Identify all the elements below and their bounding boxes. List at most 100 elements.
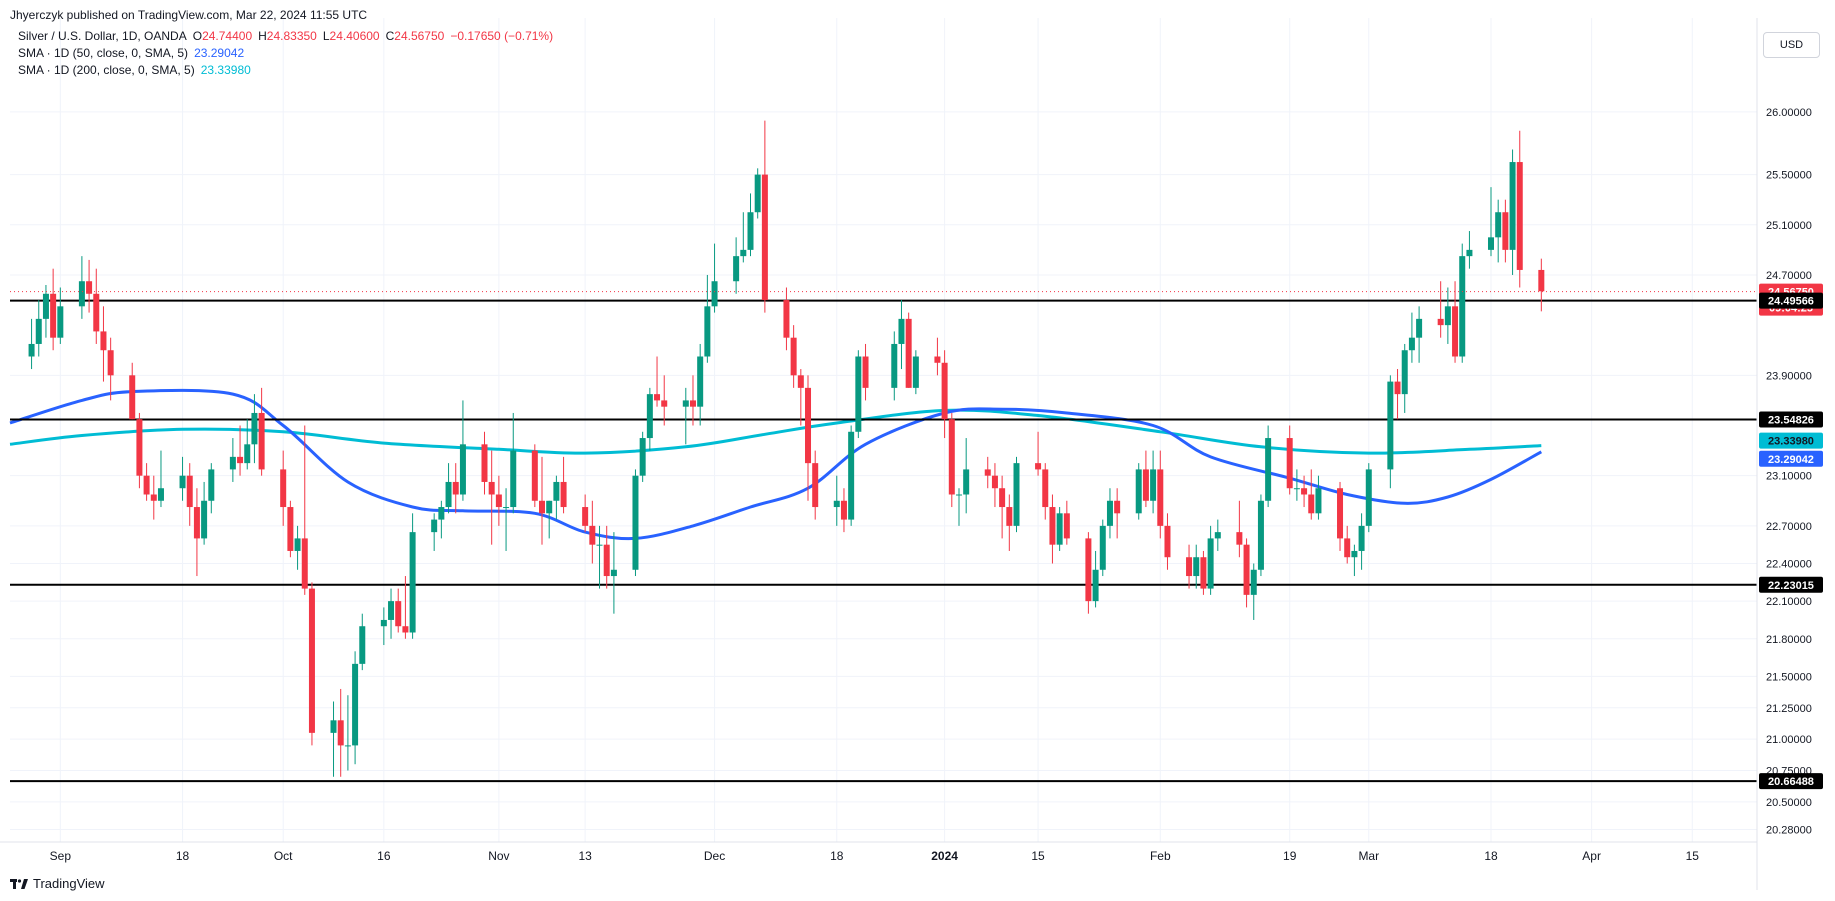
candle-body <box>948 419 955 495</box>
time-tick-label: 15 <box>1031 849 1045 863</box>
candle <box>639 431 646 482</box>
tradingview-logo[interactable]: TradingView <box>10 876 105 891</box>
candle <box>495 475 502 526</box>
candle <box>258 387 265 476</box>
candle <box>1286 425 1293 495</box>
candle <box>891 331 898 401</box>
candle <box>1257 494 1264 577</box>
candle-body <box>495 494 502 508</box>
candle-body <box>301 538 308 589</box>
candle-body <box>1459 256 1466 357</box>
candle-body <box>1063 513 1070 539</box>
price-tick-label: 21.00000 <box>1766 734 1812 746</box>
ma50-tag-bg <box>1759 450 1823 467</box>
candle <box>632 469 639 577</box>
candle <box>1538 258 1545 312</box>
candle <box>805 375 812 501</box>
level-tag: 24.49566 <box>1759 292 1823 309</box>
candle-body <box>1293 488 1300 490</box>
candle-body <box>1164 525 1171 558</box>
candle-body <box>510 450 517 508</box>
candle <box>740 212 747 263</box>
price-tick-label: 21.80000 <box>1766 634 1812 646</box>
candle-body <box>294 538 301 551</box>
candle <box>747 193 754 257</box>
candle <box>208 463 215 514</box>
candle-body <box>388 601 395 620</box>
candle-body <box>632 475 639 570</box>
level-tag-bg <box>1759 773 1823 790</box>
candle <box>654 356 661 407</box>
candle-body <box>1250 569 1257 595</box>
candle <box>948 412 955 508</box>
horizontal-levels[interactable] <box>10 299 1757 783</box>
candle <box>445 463 452 514</box>
candle-body <box>50 293 57 338</box>
symbol-legend[interactable]: Silver / U.S. Dollar, 1D, OANDA O24.74400… <box>18 28 553 45</box>
high-value: 24.83350 <box>266 29 317 43</box>
candle <box>898 300 905 370</box>
candle <box>100 306 107 382</box>
candle-body <box>1035 463 1042 470</box>
candle <box>193 488 200 577</box>
candle <box>150 475 157 520</box>
candle <box>301 425 308 595</box>
candle <box>596 525 603 589</box>
time-tick-label: 15 <box>1686 849 1700 863</box>
candle-body <box>445 481 452 508</box>
candle <box>1049 494 1056 564</box>
change-value: −0.17650 (−0.71%) <box>450 29 554 43</box>
candle-body <box>1214 532 1221 539</box>
candle-body <box>28 343 35 357</box>
level-tag-bg <box>1759 411 1823 428</box>
candles <box>28 120 1545 777</box>
ma50-series <box>9 388 1543 541</box>
candle <box>733 237 740 294</box>
candle-body <box>553 481 560 501</box>
candle-body <box>1042 469 1049 508</box>
candle <box>1236 500 1243 558</box>
candle-body <box>1538 269 1545 292</box>
candle-body <box>1387 381 1394 470</box>
candle <box>963 438 970 514</box>
close-label: C <box>385 29 395 43</box>
axis-value-labels: 24.5675009:04:2524.4956623.5482622.23015… <box>1759 283 1823 790</box>
candle <box>1056 507 1063 551</box>
candle-body <box>740 249 747 257</box>
candle-body <box>531 450 538 501</box>
price-tick-label: 23.10000 <box>1766 471 1812 483</box>
candle <box>237 425 244 476</box>
candle-body <box>1308 494 1315 514</box>
candle <box>488 450 495 545</box>
currency-button[interactable]: USD <box>1763 32 1820 58</box>
candle <box>1186 544 1193 589</box>
time-axis[interactable]: Sep 18 Oct 16 Nov 13 Dec 18 2024 15 Feb 19 Mar 18 Apr 1… <box>0 841 1757 863</box>
candle <box>1408 312 1415 363</box>
candle-body <box>1265 438 1272 501</box>
candle-body <box>1013 463 1020 526</box>
candle-body <box>1106 500 1113 526</box>
candle <box>589 500 596 564</box>
candle <box>1092 550 1099 608</box>
candle-body <box>898 318 905 344</box>
candle-body <box>1085 538 1092 602</box>
candle-body <box>1344 538 1351 558</box>
candle-body <box>754 174 761 213</box>
candle <box>1387 375 1394 489</box>
candle-body <box>812 463 819 508</box>
candle <box>395 588 402 633</box>
candle-body <box>639 438 646 476</box>
price-axis[interactable]: 26.00000 25.50000 25.10000 24.70000 23.90000… <box>1756 18 1812 890</box>
candle-body <box>912 356 919 388</box>
candle <box>761 120 768 313</box>
candle <box>1444 287 1451 344</box>
candle <box>1006 494 1013 551</box>
candle <box>862 343 869 401</box>
candle <box>244 419 251 470</box>
ma50-legend[interactable]: SMA · 1D (50, close, 0, SMA, 5) 23.29042 <box>18 45 244 62</box>
candle <box>186 463 193 526</box>
ma200-legend[interactable]: SMA · 1D (200, close, 0, SMA, 5) 23.33980 <box>18 62 251 79</box>
candle-body <box>661 400 668 407</box>
candle-body <box>1394 381 1401 395</box>
